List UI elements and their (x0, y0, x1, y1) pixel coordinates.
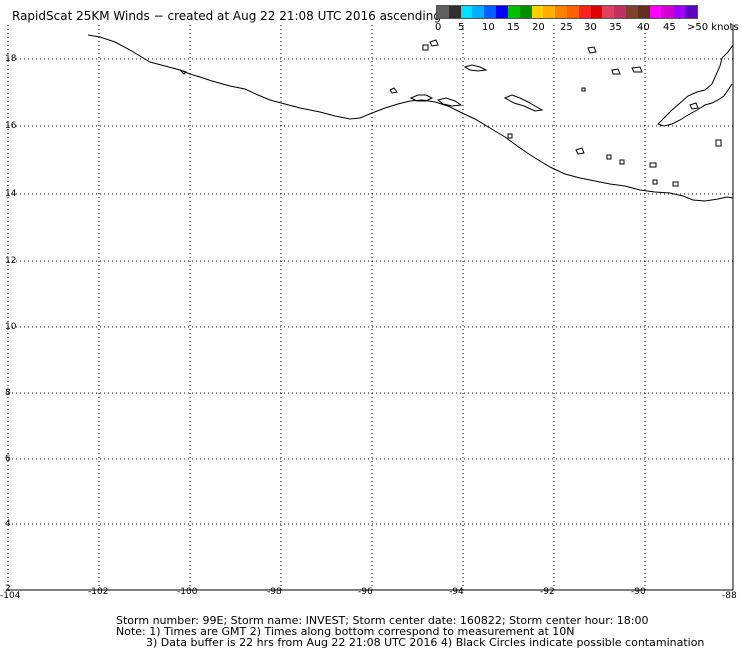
coastline (87, 34, 734, 202)
lon-label: -100 (177, 587, 198, 597)
lon-label: -92 (540, 587, 555, 597)
legend-swatch (437, 6, 449, 18)
inland-lake (179, 69, 187, 75)
legend-swatch (448, 6, 461, 18)
inland-lake (507, 133, 513, 139)
lon-label: -90 (631, 587, 646, 597)
lat-label: 16 (5, 121, 17, 131)
lon-label: -88 (722, 591, 737, 600)
lat-label: 18 (5, 54, 17, 64)
lon-label: -102 (88, 587, 108, 597)
lat-lon-grid (7, 25, 734, 591)
inland-lake (409, 94, 434, 102)
lat-label: 14 (5, 189, 17, 199)
inland-lake (652, 179, 658, 185)
legend-swatch (661, 6, 674, 18)
legend-swatch (496, 6, 508, 18)
legend-swatch (626, 6, 638, 18)
legend-label: 10 (482, 22, 495, 33)
legend-swatch (472, 6, 485, 18)
legend-swatch (531, 6, 544, 18)
lat-label: 10 (5, 322, 17, 332)
inland-lake (715, 139, 722, 147)
inland-lake (503, 94, 544, 112)
legend-swatch (673, 6, 686, 18)
legend-swatch (602, 6, 615, 18)
lon-label: -96 (358, 587, 373, 597)
legend-swatch (685, 6, 697, 18)
lat-label: 2 (5, 584, 11, 594)
legend-label: 25 (560, 22, 573, 33)
legend-label: 35 (609, 22, 622, 33)
legend-swatch (614, 6, 626, 18)
inland-lake (436, 97, 463, 107)
legend-swatch (555, 6, 567, 18)
inland-lake (689, 102, 699, 110)
legend-label: 5 (458, 22, 465, 33)
inland-lake (389, 87, 398, 94)
legend-label: >50 knots (687, 22, 739, 33)
longitude-labels: -104 -102 -100 -98 -96 -94 -92 -90 -88 (0, 587, 737, 600)
inland-lake (649, 162, 657, 168)
legend-label: 30 (584, 22, 597, 33)
inland-lake (422, 44, 429, 51)
legend-swatch (649, 6, 662, 18)
legend-swatch (507, 6, 520, 18)
inland-lake (581, 87, 586, 92)
legend-label: 0 (435, 22, 442, 33)
map-title: RapidScat 25KM Winds − created at Aug 22… (12, 9, 441, 23)
lon-label: -104 (0, 591, 21, 600)
legend-swatch (590, 6, 603, 18)
inland-lake (611, 68, 621, 75)
inland-lake (575, 147, 585, 155)
lat-label: 8 (5, 388, 11, 398)
legend-label: 45 (663, 22, 676, 33)
lon-label: -94 (449, 587, 464, 597)
inland-lake (672, 181, 679, 187)
legend-color-bar (436, 5, 698, 19)
legend-swatch (519, 6, 532, 18)
lat-label: 12 (5, 256, 16, 266)
inland-lake (619, 159, 625, 165)
legend-swatch (578, 6, 591, 18)
inland-lake (587, 46, 597, 54)
notes-line: Note: 1) Times are GMT 2) Times along bo… (116, 625, 575, 638)
legend-label: 20 (532, 22, 545, 33)
legend-swatch (543, 6, 556, 18)
lat-label: 6 (5, 454, 11, 464)
latitude-labels: 18 16 14 12 10 8 6 4 2 (5, 54, 17, 594)
mexico-central-america-coast (87, 34, 734, 202)
inland-lake (463, 64, 488, 72)
legend-swatch (484, 6, 497, 18)
legend-swatch (460, 6, 473, 18)
lon-label: -98 (267, 587, 282, 597)
inland-lake (631, 66, 643, 73)
notes-line-continued: 3) Data buffer is 22 hrs from Aug 22 21:… (146, 636, 705, 649)
wind-map: -104 -102 -100 -98 -96 -94 -92 -90 -88 1… (0, 25, 737, 600)
yucatan-coast (657, 44, 734, 127)
storm-info-line: Storm number: 99E; Storm name: INVEST; S… (116, 614, 649, 627)
legend-swatch (637, 6, 650, 18)
legend-label: 40 (637, 22, 650, 33)
legend-swatch (566, 6, 579, 18)
inland-lake (429, 39, 439, 47)
legend-label: 15 (507, 22, 520, 33)
lat-label: 4 (5, 519, 11, 529)
inland-lake (606, 154, 612, 160)
